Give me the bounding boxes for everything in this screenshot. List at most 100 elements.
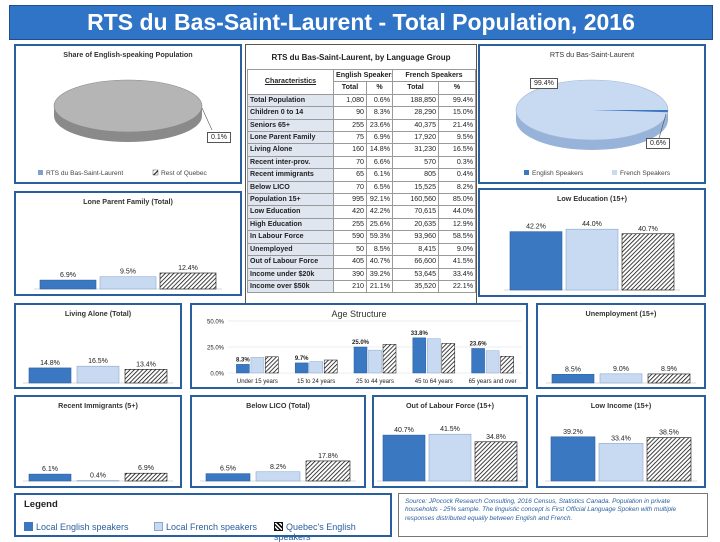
lang-pie-chart: English Speakers French Speakers	[480, 46, 704, 182]
lang-pie-panel: RTS du Bas-Saint-Laurent English Speaker…	[478, 44, 706, 184]
age-bar-2-3	[369, 350, 382, 373]
lowedu-bar-label-3: 40.7%	[638, 226, 658, 233]
alone-bar-1	[29, 368, 71, 383]
out-of-labour-panel: Out of Labour Force (15+)40.7%41.5%34.8%	[372, 395, 528, 488]
immig-bar-label-2: 0.4%	[90, 473, 106, 480]
legend-title: Legend	[24, 499, 58, 510]
table-cell: 570	[393, 156, 439, 168]
legend-item-quebec-english: Quebec's English speakers	[274, 522, 390, 542]
row-label: Out of Labour Force	[248, 256, 334, 268]
lico-bar-label-2: 8.2%	[270, 464, 286, 471]
lowinc-bar-label-1: 39.2%	[563, 429, 583, 436]
legend-box: Legend Local English speakers Local Fren…	[14, 493, 392, 537]
lowinc-bar-label-3: 38.5%	[659, 430, 679, 437]
low-income-panel: Low Income (15+)39.2%33.4%38.5%	[536, 395, 706, 488]
table-cell: 65	[334, 169, 367, 181]
lico-chart: 6.5%8.2%17.8%	[192, 397, 364, 486]
alone-bar-3	[125, 369, 167, 383]
table-cell: 58.5%	[439, 231, 476, 243]
age-bar-3-1	[265, 357, 278, 373]
table-cell: 590	[334, 231, 367, 243]
unemp-bar-label-2: 9.0%	[613, 366, 629, 373]
age-bar-2-2	[310, 362, 323, 373]
age-category-label: 15 to 24 years	[297, 379, 335, 385]
alone-chart: 14.8%16.5%13.4%	[16, 305, 180, 387]
table-cell: 17,920	[393, 132, 439, 144]
table-cell: 28,290	[393, 107, 439, 119]
table-cell: 160,560	[393, 194, 439, 206]
lowedu-bar-1	[510, 232, 562, 290]
lico-bar-2	[256, 472, 300, 481]
age-bar-1-2	[295, 363, 308, 373]
row-label: Recent immigrants	[248, 169, 334, 181]
table-cell: 21.1%	[367, 280, 393, 292]
table-cell: 90	[334, 107, 367, 119]
legend-item-english: Local English speakers	[24, 522, 129, 532]
age-bar-label-3: 25.0%	[352, 340, 370, 346]
table-cell: 42.2%	[367, 206, 393, 218]
row-label: Income under $20k	[248, 268, 334, 280]
table-cell: 8.5%	[367, 243, 393, 255]
alone-bar-label-2: 16.5%	[88, 358, 108, 365]
col-en-pct: %	[367, 82, 393, 94]
language-table-panel: RTS du Bas-Saint-Laurent, by Language Gr…	[245, 44, 477, 307]
legend-label-french: Local French speakers	[166, 522, 257, 532]
age-bar-3-5	[501, 356, 514, 373]
table-cell: 20,635	[393, 218, 439, 230]
age-category-label: Under 15 years	[237, 379, 278, 385]
lowedu-chart: 42.2%44.0%40.7%	[480, 190, 704, 295]
lowinc-bar-2	[599, 443, 643, 481]
immig-bar-label-3: 6.9%	[138, 465, 154, 472]
table-cell: 390	[334, 268, 367, 280]
row-label: Income over $50k	[248, 280, 334, 292]
col-en-total: Total	[334, 82, 367, 94]
table-cell: 255	[334, 119, 367, 131]
row-label: Lone Parent Family	[248, 132, 334, 144]
table-cell: 1,080	[334, 94, 367, 106]
legend-swatch-english	[24, 522, 33, 531]
table-cell: 255	[334, 218, 367, 230]
table-cell: 8.3%	[367, 107, 393, 119]
table-cell: 9.0%	[439, 243, 476, 255]
table-cell: 420	[334, 206, 367, 218]
table-cell: 9.5%	[439, 132, 476, 144]
table-cell: 15,525	[393, 181, 439, 193]
table-cell: 70,615	[393, 206, 439, 218]
age-bar-1-1	[236, 364, 249, 373]
table-cell: 805	[393, 169, 439, 181]
table-cell: 39.2%	[367, 268, 393, 280]
lico-bar-3	[306, 461, 350, 481]
lowinc-bar-1	[551, 437, 595, 481]
unemp-bar-3	[648, 374, 690, 383]
lone-bar-3	[160, 273, 216, 289]
unemployment-panel: Unemployment (15+)8.5%9.0%8.9%	[536, 303, 706, 389]
living-alone-panel: Living Alone (Total)14.8%16.5%13.4%	[14, 303, 182, 389]
table-cell: 210	[334, 280, 367, 292]
share-legend-1: RTS du Bas-Saint-Laurent	[46, 170, 123, 177]
table-cell: 70	[334, 156, 367, 168]
col-english: English Speakers	[334, 70, 393, 82]
language-table-title: RTS du Bas-Saint-Laurent, by Language Gr…	[246, 53, 476, 62]
table-cell: 6.5%	[367, 181, 393, 193]
legend-label-english: Local English speakers	[36, 522, 129, 532]
age-category-label: 45 to 64 years	[415, 379, 453, 385]
table-cell: 8.2%	[439, 181, 476, 193]
lone-bar-2	[100, 277, 156, 289]
age-bar-3-3	[383, 344, 396, 373]
age-ytick: 0.0%	[210, 372, 224, 378]
lowedu-bar-label-2: 44.0%	[582, 221, 602, 228]
row-label: Total Population	[248, 94, 334, 106]
table-cell: 14.8%	[367, 144, 393, 156]
share-pie-chart: RTS du Bas-Saint-Laurent Rest of Quebec	[16, 46, 240, 182]
lang-legend-2: French Speakers	[620, 170, 671, 177]
